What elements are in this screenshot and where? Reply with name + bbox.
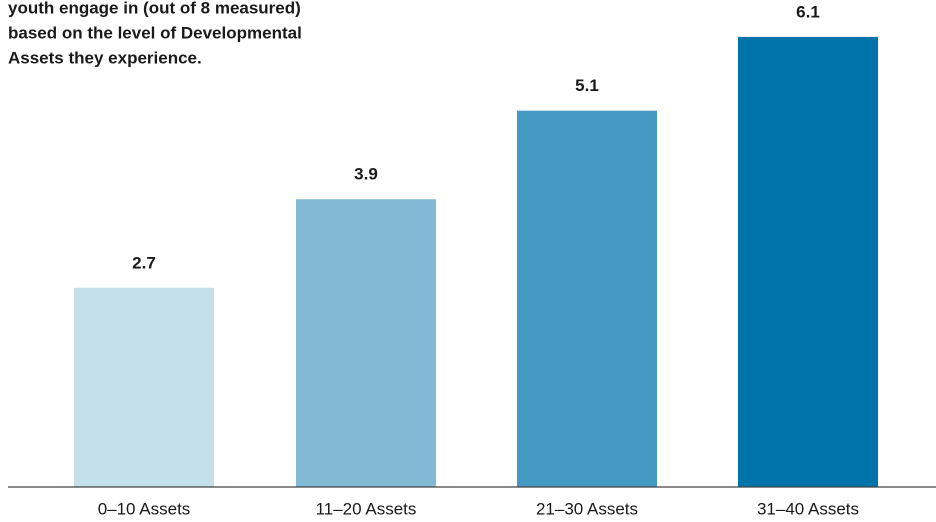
chart-title: youth engage in (out of 8 measured)	[8, 0, 301, 17]
bar	[738, 36, 878, 487]
value-label: 2.7	[132, 253, 156, 272]
value-label: 5.1	[575, 76, 599, 95]
chart-title: based on the level of Developmental	[8, 23, 302, 42]
value-label: 6.1	[796, 2, 820, 21]
value-label: 3.9	[354, 165, 378, 184]
bar	[296, 199, 436, 487]
x-tick-label: 21–30 Assets	[536, 499, 638, 518]
bar	[517, 110, 657, 487]
bar	[74, 287, 214, 487]
x-tick-label: 31–40 Assets	[757, 499, 859, 518]
x-tick-label: 11–20 Assets	[316, 499, 417, 518]
x-tick-label: 0–10 Assets	[98, 499, 191, 518]
chart-title: Assets they experience.	[8, 48, 202, 67]
